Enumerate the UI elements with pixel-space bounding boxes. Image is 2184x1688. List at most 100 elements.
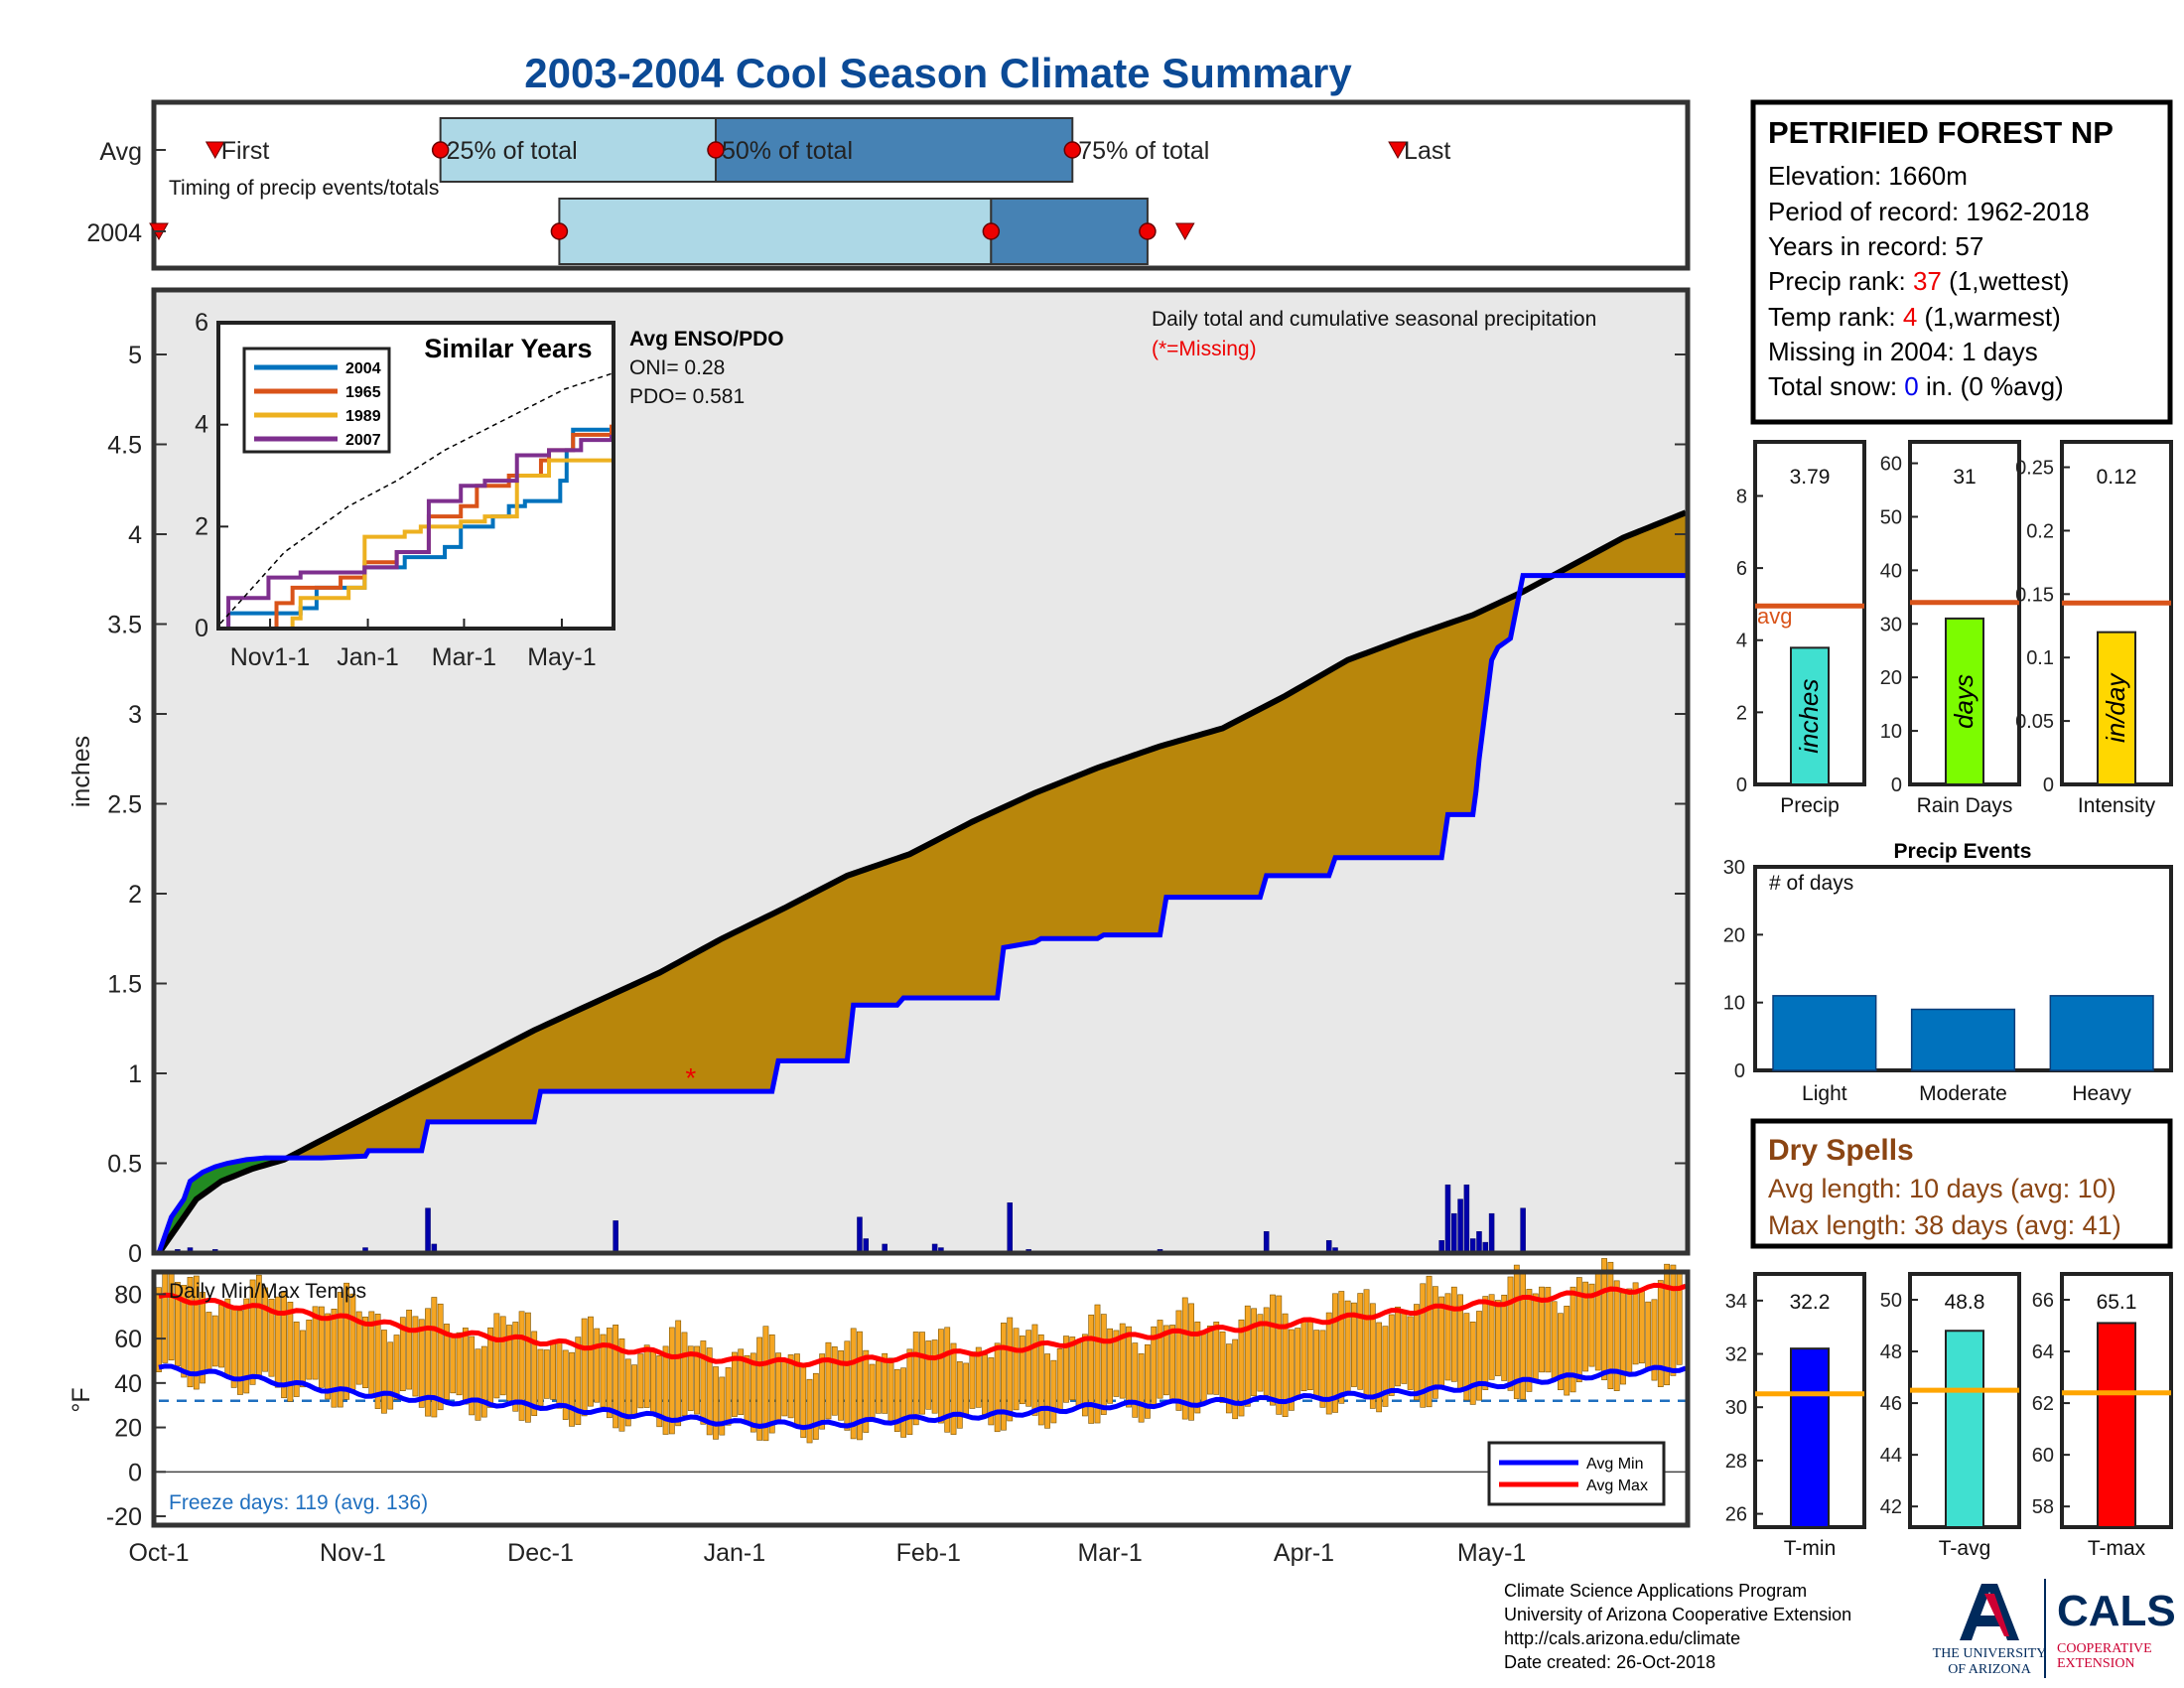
- daily-temp-bar: [631, 1364, 637, 1417]
- daily-temp-bar: [569, 1351, 575, 1427]
- bar-y-tick-label: 26: [1725, 1504, 1747, 1526]
- precip-x-label: Precip: [1780, 794, 1840, 817]
- daily-temp-bar: [1288, 1329, 1295, 1411]
- dry-spells-max: Max length: 38 days (avg: 41): [1768, 1210, 2121, 1240]
- x-tick-label: Feb-1: [896, 1539, 961, 1567]
- bar-y-tick-label: 4: [1736, 631, 1747, 652]
- daily-temp-bar: [1388, 1314, 1395, 1396]
- daily-temp-bar: [1545, 1287, 1552, 1373]
- intensity-bar: [2097, 631, 2136, 786]
- daily-temp-bar: [1031, 1324, 1038, 1416]
- bar-y-tick-label: 28: [1725, 1451, 1747, 1473]
- daily-temp-bar: [1420, 1283, 1427, 1408]
- daily-temp-bar: [1100, 1314, 1107, 1415]
- daily-temp-bar: [1276, 1295, 1283, 1415]
- bar-y-tick-label: 60: [1880, 454, 1902, 476]
- daily-temp-bar: [588, 1316, 594, 1407]
- bar-unit-label: in/day: [2101, 672, 2130, 743]
- event-category-label: Heavy: [2072, 1082, 2131, 1105]
- daily-temp-bar: [869, 1363, 876, 1422]
- daily-temp-bar: [1432, 1286, 1438, 1399]
- bar-y-tick-label: 0.2: [2026, 520, 2054, 542]
- page-title: 2003-2004 Cool Season Climate Summary: [524, 50, 1352, 96]
- daily-temp-bar: [950, 1342, 957, 1435]
- daily-precip-bar: [1457, 1198, 1463, 1254]
- daily-temp-bar: [312, 1306, 319, 1380]
- daily-temp-bar: [594, 1328, 601, 1403]
- bar-y-tick-label: 32: [1725, 1344, 1747, 1366]
- daily-temp-bar: [425, 1308, 431, 1417]
- events-y-tick-label: 0: [1734, 1060, 1745, 1082]
- avg-min-line: [158, 1363, 1687, 1431]
- temp-y-axis-label: °F: [68, 1387, 95, 1412]
- daily-temp-bar: [844, 1340, 851, 1431]
- daily-temp-bar: [469, 1336, 476, 1416]
- y2004-box-25-50: [558, 198, 993, 265]
- daily-temp-bar: [613, 1325, 619, 1429]
- inset-y-tick-label: 2: [195, 512, 208, 540]
- daily-temp-bar: [550, 1339, 557, 1400]
- daily-temp-bar: [1263, 1307, 1270, 1396]
- daily-temp-bar: [662, 1345, 669, 1435]
- daily-temp-bar: [1069, 1336, 1076, 1401]
- legend-avg-max-label: Avg Max: [1586, 1477, 1648, 1494]
- daily-temp-bar: [700, 1340, 707, 1425]
- daily-temp-bar: [637, 1353, 644, 1409]
- daily-temp-bar: [656, 1354, 663, 1428]
- daily-temp-bar: [1113, 1330, 1120, 1397]
- station-missing: Missing in 2004: 1 days: [1768, 337, 2038, 366]
- y2004-last-marker: [1174, 222, 1195, 241]
- t-max-bar: [2097, 1322, 2136, 1528]
- footer: Climate Science Applications Program Uni…: [1504, 1579, 2176, 1678]
- temperature-panel: -20 0 20 40 60 80 Daily Min/Max Temps °F Free…: [68, 1258, 1691, 1531]
- temp-y-tick-label: 0: [128, 1459, 142, 1486]
- inset-legend-label: 2004: [345, 360, 381, 377]
- daily-temp-bar: [875, 1360, 882, 1414]
- bar-y-tick-label: 50: [1880, 506, 1902, 528]
- footer-line-1: Climate Science Applications Program: [1504, 1581, 1807, 1601]
- y2004-p75-marker: [1139, 222, 1157, 240]
- daily-temp-bar: [274, 1296, 281, 1388]
- daily-temp-bar: [912, 1332, 919, 1426]
- daily-temp-bar: [1200, 1331, 1207, 1403]
- university-of-arizona-logo: THE UNIVERSITY OF ARIZONA: [1933, 1584, 2046, 1677]
- daily-temp-bar: [1225, 1343, 1232, 1414]
- missing-note: (*=Missing): [1152, 338, 1257, 360]
- enso-oni: ONI= 0.28: [629, 356, 725, 379]
- daily-temp-bar: [506, 1325, 512, 1401]
- daily-temp-bar: [1300, 1318, 1307, 1392]
- daily-temp-bar: [1382, 1326, 1389, 1407]
- daily-temp-bar: [1119, 1323, 1126, 1399]
- station-panel-frame: [1750, 99, 2173, 425]
- temp-y-tick-label: 20: [114, 1415, 142, 1443]
- daily-temp-bar: [1539, 1286, 1545, 1373]
- daily-precip-bar: [613, 1220, 618, 1254]
- avg-p25-label: 25% of total: [447, 137, 578, 165]
- daily-temp-bar: [825, 1341, 832, 1420]
- inset-frame: [216, 321, 615, 631]
- main-y-axis-label: inches: [68, 736, 95, 807]
- daily-temp-bar: [1063, 1336, 1069, 1403]
- avg-first-label: First: [221, 137, 270, 165]
- daily-temp-bar: [713, 1366, 719, 1440]
- main-y-tick-label: 1.5: [107, 971, 142, 999]
- daily-temp-bar: [1244, 1305, 1251, 1407]
- daily-temp-bar: [1551, 1301, 1558, 1380]
- daily-temp-bar: [1145, 1343, 1151, 1419]
- daily-temp-bar: [1056, 1348, 1063, 1413]
- main-y-tick-label: 3.5: [107, 612, 142, 639]
- daily-temp-bar: [1126, 1326, 1132, 1408]
- daily-temp-bar: [1306, 1319, 1313, 1390]
- daily-temp-bar: [480, 1345, 487, 1418]
- station-info-panel: PETRIFIED FOREST NP Elevation: 1660m Per…: [1750, 99, 2173, 425]
- daily-temp-bar: [750, 1352, 756, 1433]
- daily-temp-bar: [281, 1292, 287, 1399]
- bar-y-tick-label: 30: [1880, 614, 1902, 635]
- daily-temp-bar: [1094, 1304, 1101, 1424]
- daily-temp-bar: [374, 1314, 381, 1409]
- daily-temp-bar: [1270, 1294, 1276, 1406]
- daily-temp-bar: [931, 1339, 938, 1414]
- bar-y-tick-label: 0: [1891, 774, 1902, 796]
- timing-row-label-2004: 2004: [86, 219, 142, 247]
